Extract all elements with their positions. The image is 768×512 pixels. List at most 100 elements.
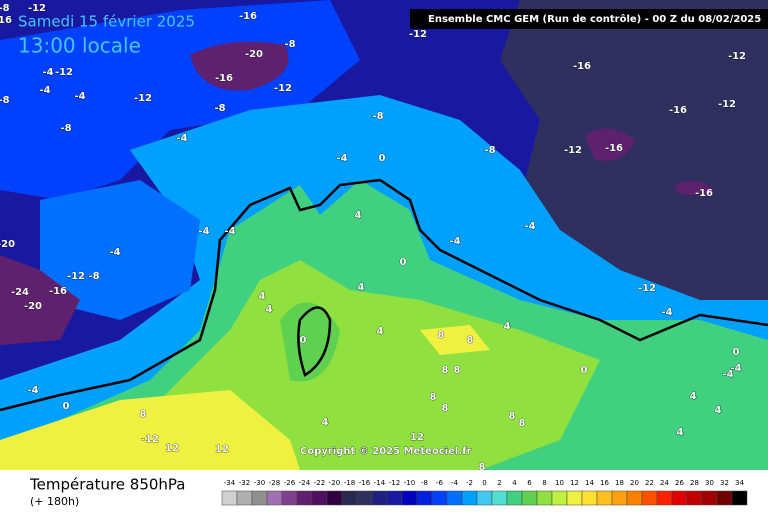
legend-tick-label: -14 [374, 479, 386, 487]
contour-label: -12 [409, 29, 427, 40]
contour-label: -8 [284, 39, 295, 50]
contour-label: -16 [605, 143, 623, 154]
contour-label: -20 [0, 239, 15, 250]
legend-tick-label: -32 [239, 479, 250, 487]
legend-tick-label: -12 [389, 479, 400, 487]
contour-label: 0 [400, 257, 407, 268]
contour-label: -12 [28, 3, 46, 14]
field-purple-w [0, 255, 80, 345]
contour-label: 8 [438, 330, 445, 341]
contour-label: 8 [442, 365, 449, 376]
field-blue-w [40, 180, 200, 320]
contour-label: 4 [266, 304, 273, 315]
legend-tick-label: -20 [329, 479, 340, 487]
time: 13:00 locale [18, 34, 141, 58]
contour-label: 8 [140, 409, 147, 420]
legend-swatch [536, 490, 553, 506]
contour-label: -8 [372, 111, 383, 122]
contour-label: -12 [274, 83, 292, 94]
legend-swatch [266, 490, 283, 506]
contour-label: 4 [322, 417, 329, 428]
contour-label: 16 [0, 15, 12, 26]
legend-swatch [701, 490, 718, 506]
legend-tick-label: 20 [630, 479, 639, 487]
field-yellow-sw [0, 390, 300, 470]
contour-label: -4 [176, 133, 187, 144]
legend-swatch [371, 490, 388, 506]
model-box [410, 9, 768, 29]
contour-label: -4 [524, 221, 535, 232]
legend-tick-label: 22 [645, 479, 654, 487]
contour-label: -4 [39, 85, 50, 96]
legend-swatch [566, 490, 583, 506]
contour-label: 12 [165, 443, 179, 454]
zero-isotherm [0, 178, 768, 412]
contour-label: -12 [638, 283, 656, 294]
field-purple-e [585, 128, 635, 161]
legend-swatch [386, 490, 403, 506]
contour-label: -8 [60, 123, 71, 134]
contour-label: 0 [300, 335, 307, 346]
legend-swatch [671, 490, 688, 506]
contour-label: 4 [259, 291, 266, 302]
contour-label: -16 [573, 61, 591, 72]
legend-tick-label: -6 [436, 479, 444, 487]
contour-label: -12 [55, 67, 73, 78]
legend-swatch [491, 490, 508, 506]
contour-label: 4 [504, 321, 511, 332]
legend-swatch [236, 490, 253, 506]
legend-tick-label: 14 [585, 479, 594, 487]
legend-tick-label: -8 [421, 479, 428, 487]
legend-swatch [281, 490, 298, 506]
contour-label: 4 [690, 391, 697, 402]
contour-label: -8 [0, 95, 10, 106]
legend-tick-label: -18 [344, 479, 355, 487]
contour-label: 0 [581, 365, 588, 376]
contour-label: -4 [449, 236, 460, 247]
legend-tick-label: 6 [527, 479, 532, 487]
contour-label: -4 [109, 247, 120, 258]
contour-label: 8 [467, 335, 474, 346]
copyright: Copyright © 2025 Meteociel.fr [300, 446, 471, 457]
legend-tick-label: 16 [600, 479, 609, 487]
field-yellow-c [420, 325, 490, 355]
legend-tick-label: 34 [735, 479, 744, 487]
contour-label: -12 [141, 434, 159, 445]
legend-swatch [716, 490, 733, 506]
legend-tick-label: 32 [720, 479, 729, 487]
field-purple-e2 [675, 181, 715, 195]
legend-tick-label: 2 [497, 479, 501, 487]
legend-swatch [656, 490, 673, 506]
legend-tick-label: 10 [555, 479, 564, 487]
contour-label: -4 [661, 307, 672, 318]
legend-swatch [221, 490, 238, 506]
contour-label: -12 [728, 51, 746, 62]
field-cell [280, 302, 340, 382]
zero-isotherm-loop [297, 306, 332, 377]
footer-title: Température 850hPa [29, 476, 186, 494]
legend-tick-label: 24 [660, 479, 669, 487]
contour-label: 8 [519, 418, 526, 429]
legend-swatch [311, 490, 328, 506]
legend-swatch [251, 490, 268, 506]
contour-label: -4 [336, 153, 347, 164]
contour-label: 4 [677, 427, 684, 438]
legend-tick-label: -2 [466, 479, 473, 487]
legend-swatch [596, 490, 613, 506]
contour-label: -4 [730, 363, 741, 374]
legend-tick-label: 28 [690, 479, 699, 487]
field-purple-n [190, 41, 289, 91]
legend-swatch [551, 490, 568, 506]
legend-swatch [581, 490, 598, 506]
legend-swatch [416, 490, 433, 506]
legend-tick-label: 4 [512, 479, 517, 487]
contour-label: 8 [479, 462, 486, 473]
legend-swatch [641, 490, 658, 506]
contour-label: -12 [564, 145, 582, 156]
legend-swatch [611, 490, 628, 506]
legend-swatch [506, 490, 523, 506]
legend-tick-label: -10 [404, 479, 415, 487]
contour-label: 4 [358, 282, 365, 293]
